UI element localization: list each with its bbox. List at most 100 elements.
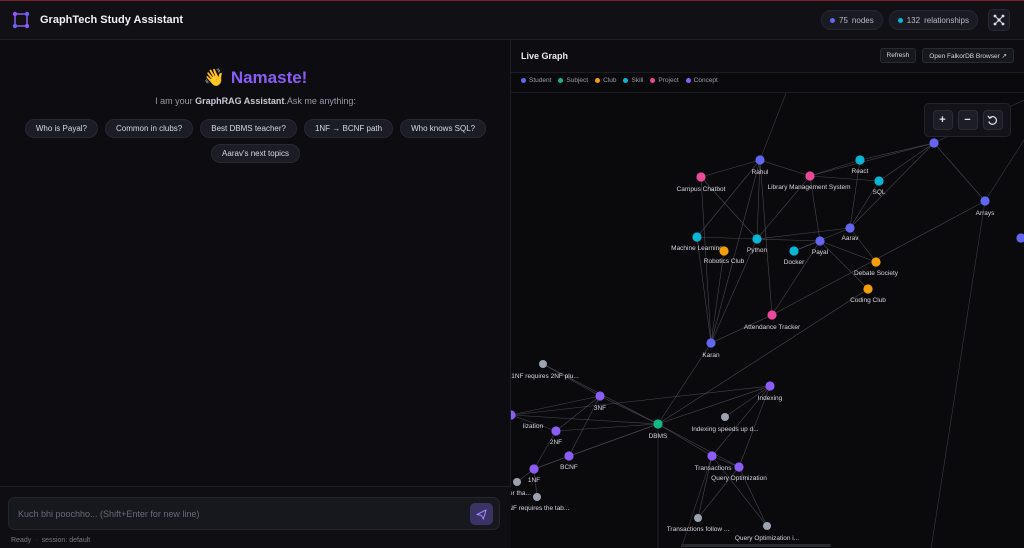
zoom-in-button[interactable]: + <box>932 110 953 130</box>
node-circle[interactable] <box>863 284 873 294</box>
graph-node-3nf[interactable]: 3NF <box>594 391 606 412</box>
graph-node-payal[interactable]: Payal <box>812 236 829 256</box>
suggestion-chip[interactable]: Best DBMS teacher? <box>200 119 297 138</box>
graph-node-coding[interactable]: Coding Club <box>850 284 886 304</box>
graph-node-robotics[interactable]: Robotics Club <box>704 246 745 265</box>
graph-node-ml[interactable]: Machine Learning <box>671 232 723 252</box>
node-circle[interactable] <box>763 522 771 530</box>
graph-node-aarav[interactable]: Aarav <box>842 223 860 242</box>
graph-edge <box>533 430 557 470</box>
graph-node-python[interactable]: Python <box>747 234 768 254</box>
graph-canvas[interactable]: RahulSnehaAaravPayalKaranArraysArraReact… <box>511 40 1024 548</box>
node-label: Library Management System <box>767 184 850 191</box>
zoom-out-button[interactable]: − <box>957 110 978 130</box>
legend-item-project: Project <box>650 77 679 84</box>
horizontal-scrollbar[interactable] <box>681 544 831 547</box>
graph-logo-icon <box>12 11 30 29</box>
graph-node-debate[interactable]: Debate Society <box>854 257 899 277</box>
node-label: Rahul <box>752 169 770 176</box>
graph-node-karan[interactable]: Karan <box>702 338 720 359</box>
graph-node-arrays[interactable]: Arrays <box>976 196 996 217</box>
node-circle[interactable] <box>595 391 605 401</box>
graph-node-sql[interactable]: SQL <box>872 176 886 196</box>
node-circle[interactable] <box>805 171 815 181</box>
node-circle[interactable] <box>765 381 775 391</box>
graph-node-norm[interactable]: lization <box>511 410 544 430</box>
node-label: Machine Learning <box>671 245 723 252</box>
legend-dot-icon <box>558 78 564 83</box>
node-circle[interactable] <box>871 257 881 267</box>
graph-node-indexing[interactable]: Indexing <box>758 381 783 402</box>
node-circle[interactable] <box>721 413 729 421</box>
suggestion-chip[interactable]: 1NF → BCNF path <box>303 119 394 138</box>
graph-node-n1[interactable]: 1NF requires 2NF plu... <box>511 360 579 380</box>
graph-edge <box>696 159 761 238</box>
node-circle[interactable] <box>696 172 706 182</box>
node-label: BCNF <box>560 464 578 471</box>
node-circle[interactable] <box>511 410 516 420</box>
node-circle[interactable] <box>551 426 561 436</box>
node-circle[interactable] <box>734 462 744 472</box>
reset-view-button[interactable] <box>982 110 1003 130</box>
node-circle[interactable] <box>1016 233 1024 243</box>
node-label: Aarav <box>842 235 860 242</box>
suggestion-chip[interactable]: Common in clubs? <box>105 119 194 138</box>
node-circle[interactable] <box>789 246 799 256</box>
node-circle[interactable] <box>845 223 855 233</box>
graph-node-docker[interactable]: Docker <box>784 246 805 266</box>
refresh-button[interactable]: Refresh <box>879 48 917 63</box>
graph-edge <box>710 314 773 344</box>
graph-edge <box>711 385 771 457</box>
graph-edge <box>756 238 821 242</box>
node-circle[interactable] <box>564 451 574 461</box>
graph-node-bcnf[interactable]: BCNF <box>560 451 578 471</box>
graph-node-rahul[interactable]: Rahul <box>752 155 770 176</box>
graph-node-n4[interactable]: 1NF requires the tab... <box>511 493 570 512</box>
graph-node-qopt[interactable]: Query Optimization <box>711 462 767 482</box>
graph-node-n2[interactable]: Indexing speeds up d... <box>691 413 759 433</box>
node-circle[interactable] <box>692 232 702 242</box>
node-circle[interactable] <box>653 419 663 429</box>
graph-layout-button[interactable] <box>988 9 1010 31</box>
suggestion-chip[interactable]: Who knows SQL? <box>400 119 487 138</box>
node-circle[interactable] <box>707 451 717 461</box>
graph-node-n6[interactable]: Query Optimization i... <box>735 522 799 542</box>
relationships-count: 132 <box>906 15 921 25</box>
node-circle[interactable] <box>815 236 825 246</box>
top-bar: GraphTech Study Assistant 75 nodes 132 r… <box>0 1 1024 40</box>
node-circle[interactable] <box>874 176 884 186</box>
node-circle[interactable] <box>694 514 702 522</box>
graph-node-n5[interactable]: Transactions follow ... <box>667 514 730 533</box>
graph-node-chatbot[interactable]: Campus Chatbot <box>677 172 726 193</box>
open-falkordb-button[interactable]: Open FalkorDB Browser ↗ <box>922 48 1014 63</box>
node-circle[interactable] <box>767 310 777 320</box>
node-circle[interactable] <box>706 338 716 348</box>
node-circle[interactable] <box>529 464 539 474</box>
node-circle[interactable] <box>855 155 865 165</box>
legend-dot-icon <box>595 78 601 83</box>
graph-node-n3[interactable]: ter tha... <box>511 478 531 497</box>
greeting-heading: 👋 Namaste! <box>0 68 511 88</box>
graph-node-arra2[interactable]: Arra <box>1016 233 1024 254</box>
node-circle[interactable] <box>719 246 729 256</box>
graph-node-2nf[interactable]: 2NF <box>550 426 562 446</box>
message-input[interactable] <box>18 506 458 522</box>
node-circle[interactable] <box>929 138 939 148</box>
node-circle[interactable] <box>752 234 762 244</box>
graph-node-lms[interactable]: Library Management System <box>767 171 851 191</box>
node-circle[interactable] <box>539 360 547 368</box>
node-circle[interactable] <box>980 196 990 206</box>
graph-edge <box>759 159 773 316</box>
nodes-dot-icon <box>830 17 836 23</box>
graph-node-1nf[interactable]: 1NF <box>528 464 540 484</box>
suggestion-chip[interactable]: Who is Payal? <box>24 119 98 138</box>
graph-node-attend[interactable]: Attendance Tracker <box>744 310 801 331</box>
graph-node-trans[interactable]: Transactions <box>695 451 733 472</box>
graph-node-dbms[interactable]: DBMS <box>649 419 668 440</box>
graph-node-react[interactable]: React <box>852 155 869 175</box>
node-circle[interactable] <box>533 493 541 501</box>
node-circle[interactable] <box>755 155 765 165</box>
send-button[interactable] <box>470 503 493 525</box>
node-circle[interactable] <box>513 478 521 486</box>
suggestion-chip[interactable]: Aarav's next topics <box>211 144 300 163</box>
